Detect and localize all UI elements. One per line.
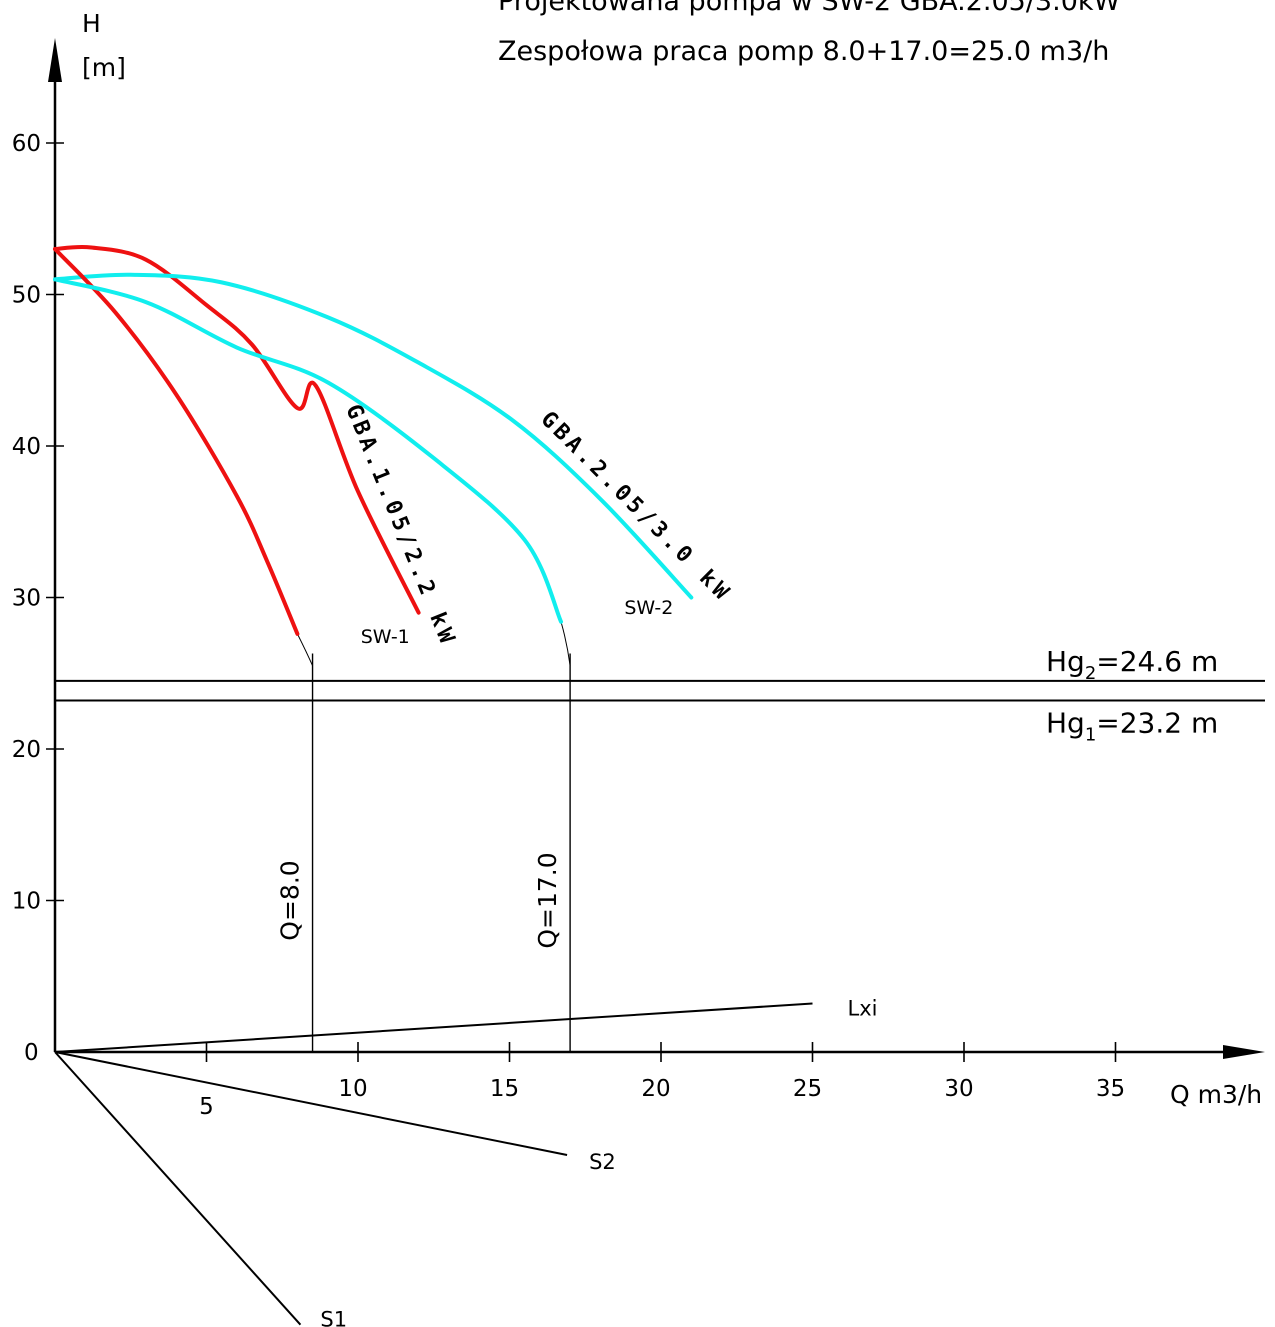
station-label: SW-1	[361, 626, 410, 648]
axes	[48, 38, 1265, 1059]
x-tick-label: 25	[793, 1076, 822, 1102]
pump-curve-3	[53, 247, 300, 636]
x-tick-label: 20	[641, 1076, 670, 1102]
curve-connector	[296, 633, 314, 666]
y-tick-label: 40	[12, 434, 41, 460]
pump-model-label: GBA.2.05/3.0 kW	[536, 407, 737, 608]
y-tick-label: 10	[12, 889, 41, 915]
pump-curve-2	[53, 272, 694, 600]
y-axis-label-unit: [m]	[82, 53, 126, 82]
x-tick-label: 30	[944, 1076, 973, 1102]
system-line	[54, 1002, 813, 1053]
pump-curves	[53, 244, 694, 636]
pump-curve-4	[53, 277, 564, 624]
x-tick-label: 5	[199, 1094, 214, 1120]
static-head-lines: Hg2=24.6 m Hg1=23.2 m	[55, 645, 1265, 746]
chart-title-line-1: Projektowana pompa w SW-2 GBA.2.05/3.0kW	[498, 0, 1120, 17]
chart-title-line-2: Zespołowa praca pomp 8.0+17.0=25.0 m3/h	[498, 36, 1109, 67]
system-lines: Lxi S2 S1	[54, 997, 878, 1327]
system-line	[54, 1051, 302, 1326]
y-tick-label: 50	[12, 283, 41, 309]
y-tick-label: 60	[12, 131, 41, 157]
axis-ticks: 0 10 20 30 40 50 60 5 10 15 20 25 30 35	[12, 131, 1125, 1120]
flow-label: Q=8.0	[276, 860, 305, 940]
flow-markers: Q=8.0 Q=17.0	[276, 621, 571, 1052]
curve-connector	[560, 621, 571, 666]
x-tick-label: 35	[1096, 1076, 1125, 1102]
y-tick-label: 0	[24, 1040, 39, 1066]
x-tick-label: 10	[338, 1076, 367, 1102]
x-tick-label: 15	[490, 1076, 519, 1102]
y-axis-arrow	[48, 38, 62, 82]
system-line	[54, 1051, 568, 1157]
x-axis-arrow	[1223, 1045, 1265, 1059]
pump-model-label: GBA.1.05/2.2 kW	[340, 401, 460, 650]
hg-label: Hg1=23.2 m	[1046, 707, 1218, 746]
y-tick-label: 20	[12, 737, 41, 763]
flow-label: Q=17.0	[533, 852, 562, 948]
hg-label: Hg2=24.6 m	[1046, 645, 1218, 684]
y-tick-label: 30	[12, 586, 41, 612]
system-line-label: S2	[589, 1150, 616, 1174]
x-axis-label: Q m3/h	[1170, 1080, 1262, 1109]
y-axis-label-symbol: H	[82, 9, 101, 38]
system-line-label: Lxi	[848, 997, 878, 1021]
station-label: SW-2	[624, 597, 673, 619]
pump-curve-1	[53, 244, 421, 615]
system-line-label: S1	[320, 1308, 347, 1327]
